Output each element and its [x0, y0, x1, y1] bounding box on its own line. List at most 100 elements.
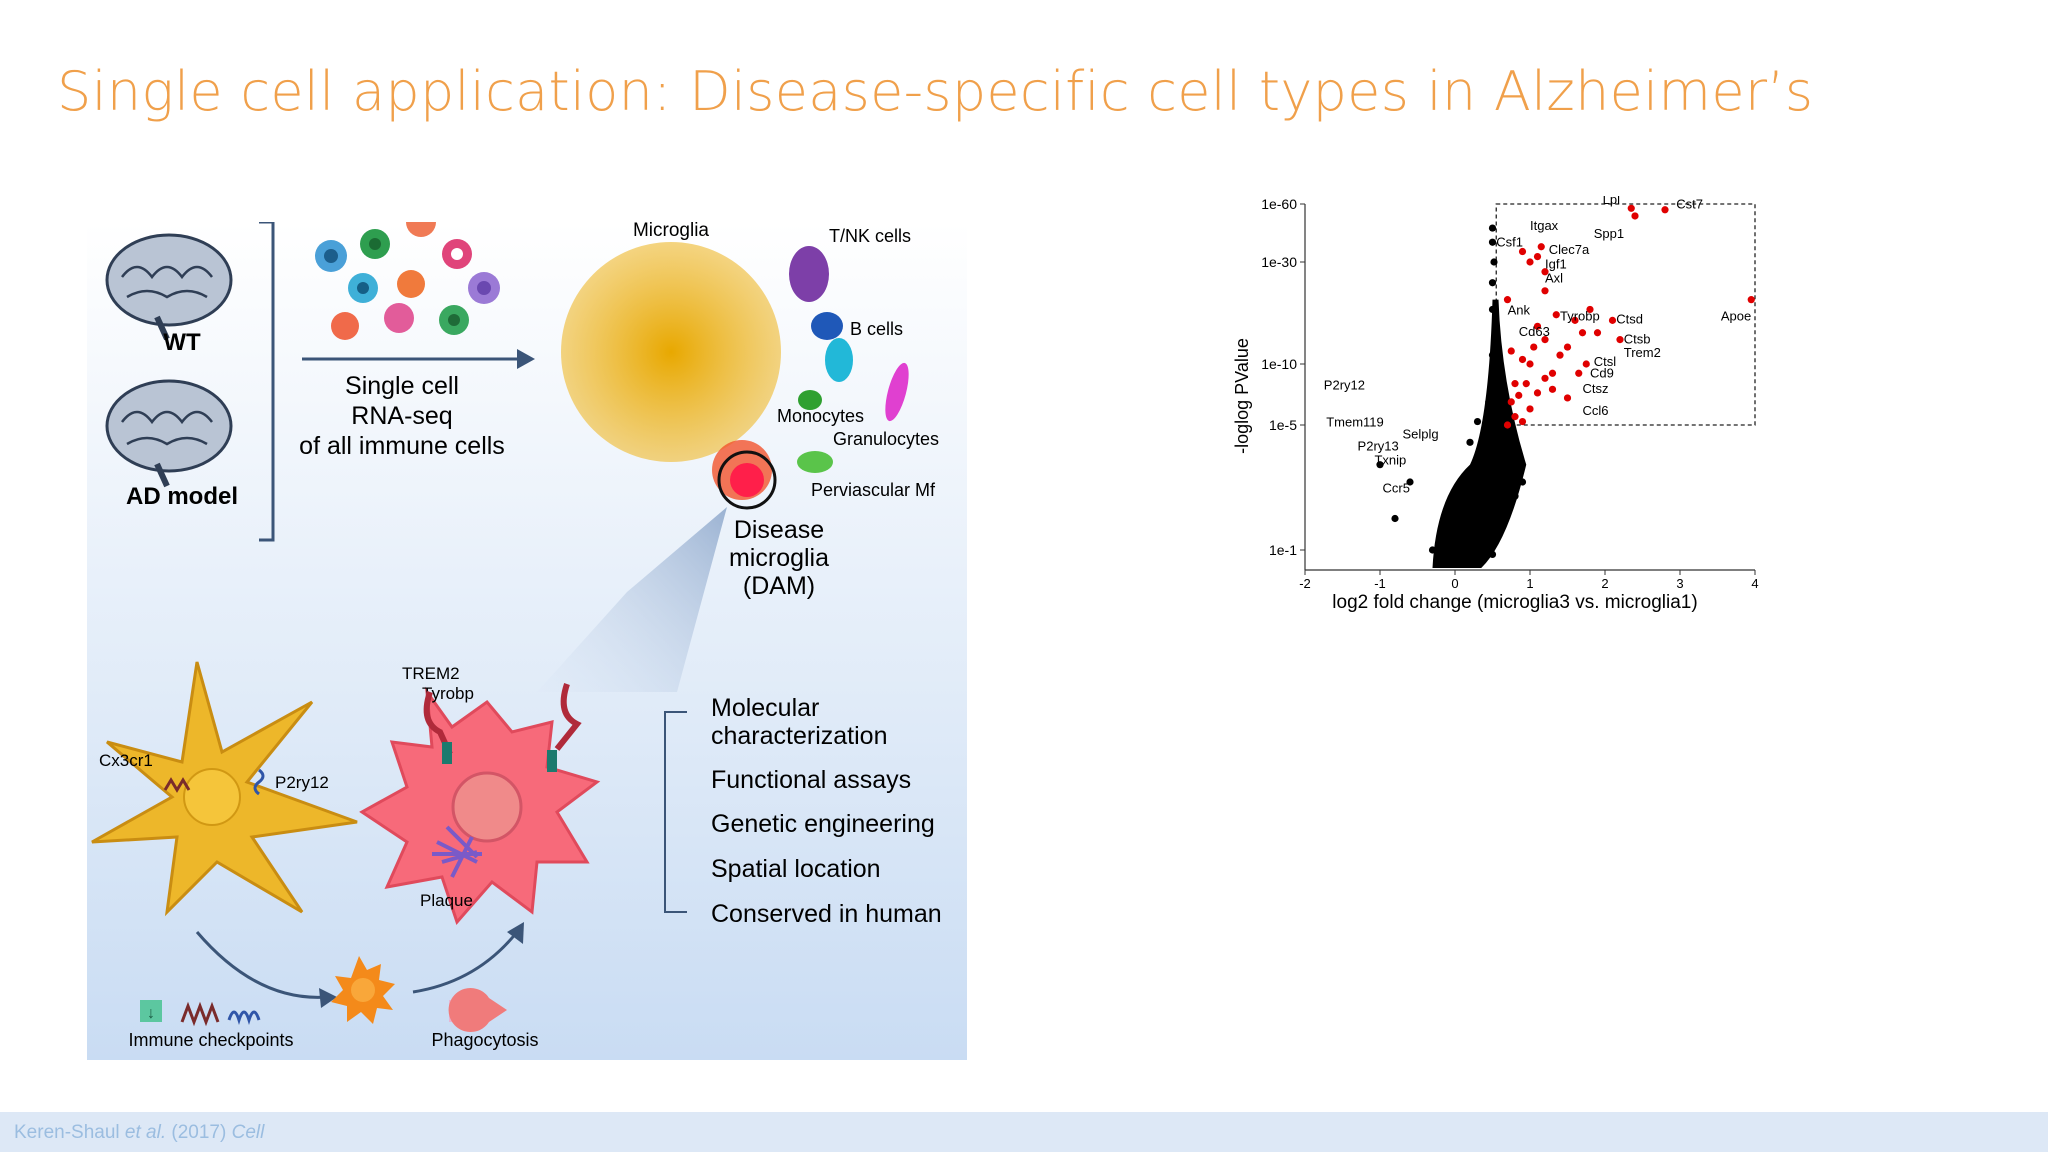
data-point [1485, 398, 1493, 406]
scrnaseq-line-3: of all immune cells [299, 432, 505, 460]
gene-label: Csf1 [1496, 235, 1523, 250]
data-point [1473, 417, 1482, 426]
data-point [1518, 417, 1527, 426]
dam-line-2: microglia [729, 544, 829, 572]
y-tick-label: 1e-10 [1261, 356, 1297, 372]
cx3cr1-label: Cx3cr1 [99, 751, 153, 770]
x-axis-label: log2 fold change (microglia3 vs. microgl… [1332, 592, 1697, 613]
data-point [1530, 343, 1538, 351]
data-point [1541, 268, 1549, 276]
data-point [1507, 347, 1515, 355]
data-point [1428, 546, 1437, 554]
trem2-receptor-icon [423, 691, 453, 756]
immune-cells-icon [315, 222, 500, 340]
bracket [259, 222, 275, 542]
bcells-label: B cells [850, 319, 903, 339]
trem2-label: TREM2 [402, 664, 460, 683]
characterization-bracket [664, 711, 687, 913]
data-point [1490, 364, 1498, 373]
citation-author: Keren-Shaul [14, 1122, 125, 1143]
data-point [1518, 247, 1527, 256]
homeostatic-microglia-icon [91, 661, 358, 917]
gene-label: P2ry12 [1324, 377, 1365, 392]
data-point [1661, 206, 1669, 214]
data-point [1563, 394, 1572, 402]
citation-journal: Cell [231, 1122, 265, 1143]
data-point [1436, 550, 1444, 558]
data-point [1458, 555, 1467, 563]
data-point [1556, 351, 1564, 359]
down-arrow-icon [140, 1000, 162, 1022]
gene-label: Tyrobp [1560, 308, 1600, 323]
dam-line-1: Disease [734, 516, 824, 544]
nonsignificant-density [1432, 299, 1527, 568]
characterization-molecular-1: Molecular [711, 694, 819, 722]
data-point [1503, 421, 1512, 429]
data-point [1496, 509, 1504, 518]
data-point [1522, 380, 1530, 388]
data-point [1488, 442, 1497, 450]
data-point [1451, 559, 1459, 567]
y-tick-label: 1e-5 [1269, 417, 1297, 433]
data-point [1488, 224, 1497, 232]
gene-label: Cd63 [1519, 324, 1550, 339]
x-tick-label: -1 [1374, 576, 1386, 591]
data-point [1571, 316, 1579, 324]
data-point [1526, 360, 1534, 368]
cx3cr1-receptor-icon [163, 777, 191, 793]
characterization-genetic: Genetic engineering [711, 810, 935, 838]
dam-cell-icon [359, 686, 601, 925]
tnk-cluster [789, 246, 829, 302]
perivascular-label: Perviascular Mf [811, 480, 936, 500]
data-point [1511, 413, 1519, 421]
gene-label: Ank [1508, 303, 1531, 318]
gene-label: Apoe [1721, 308, 1751, 323]
data-point [1477, 451, 1485, 459]
data-point [1533, 252, 1542, 261]
x-tick-label: 2 [1601, 576, 1608, 591]
microglia-label: Microglia [633, 222, 709, 241]
data-point [1496, 456, 1504, 464]
immune-checkpoints-label: Immune checkpoints [128, 1030, 293, 1050]
gene-label: P2ry13 [1358, 439, 1399, 454]
gene-label: Axl [1545, 271, 1563, 286]
slide-title: Single cell application: Disease-specifi… [57, 60, 1814, 123]
data-point [1503, 296, 1512, 304]
zoom-cone [537, 507, 727, 692]
gene-label: Cd9 [1590, 365, 1614, 380]
data-point [1518, 355, 1527, 364]
scrnaseq-line-1: Single cell [345, 372, 459, 400]
data-point [1533, 389, 1542, 397]
gene-label: Txnip [1374, 453, 1406, 468]
transition-arrow-2 [412, 931, 519, 994]
data-point [1526, 258, 1534, 266]
dam-schematic-figure: WT AD model Single cell RNA-seq of all i… [87, 222, 967, 1060]
data-point [1492, 329, 1500, 337]
data-point [1518, 478, 1527, 486]
checkpoint-receptor-icon [180, 1001, 220, 1027]
citation-year: (2017) [166, 1122, 232, 1143]
data-point [1563, 343, 1572, 351]
data-point [1575, 369, 1583, 377]
data-point [1631, 212, 1639, 220]
characterization-conserved: Conserved in human [711, 900, 942, 928]
data-point [1526, 405, 1534, 413]
data-point [1541, 336, 1549, 344]
data-point [1466, 532, 1474, 540]
x-tick-label: 4 [1751, 576, 1758, 591]
data-point [1391, 514, 1399, 523]
data-point [1488, 485, 1497, 493]
data-point [1548, 385, 1557, 393]
gene-label: Igf1 [1545, 256, 1567, 271]
data-point [1511, 380, 1519, 388]
data-point [1548, 369, 1557, 377]
microglia-cluster [561, 242, 781, 462]
trem2-receptor-icon-2 [554, 683, 582, 751]
transition-arrow-1 [195, 931, 328, 999]
phagocytosis-label: Phagocytosis [431, 1030, 538, 1050]
x-tick-label: -2 [1299, 576, 1311, 591]
data-point [1511, 492, 1519, 500]
gene-label: Lpl [1603, 196, 1620, 207]
data-point [1578, 329, 1587, 337]
data-point [1488, 238, 1497, 246]
